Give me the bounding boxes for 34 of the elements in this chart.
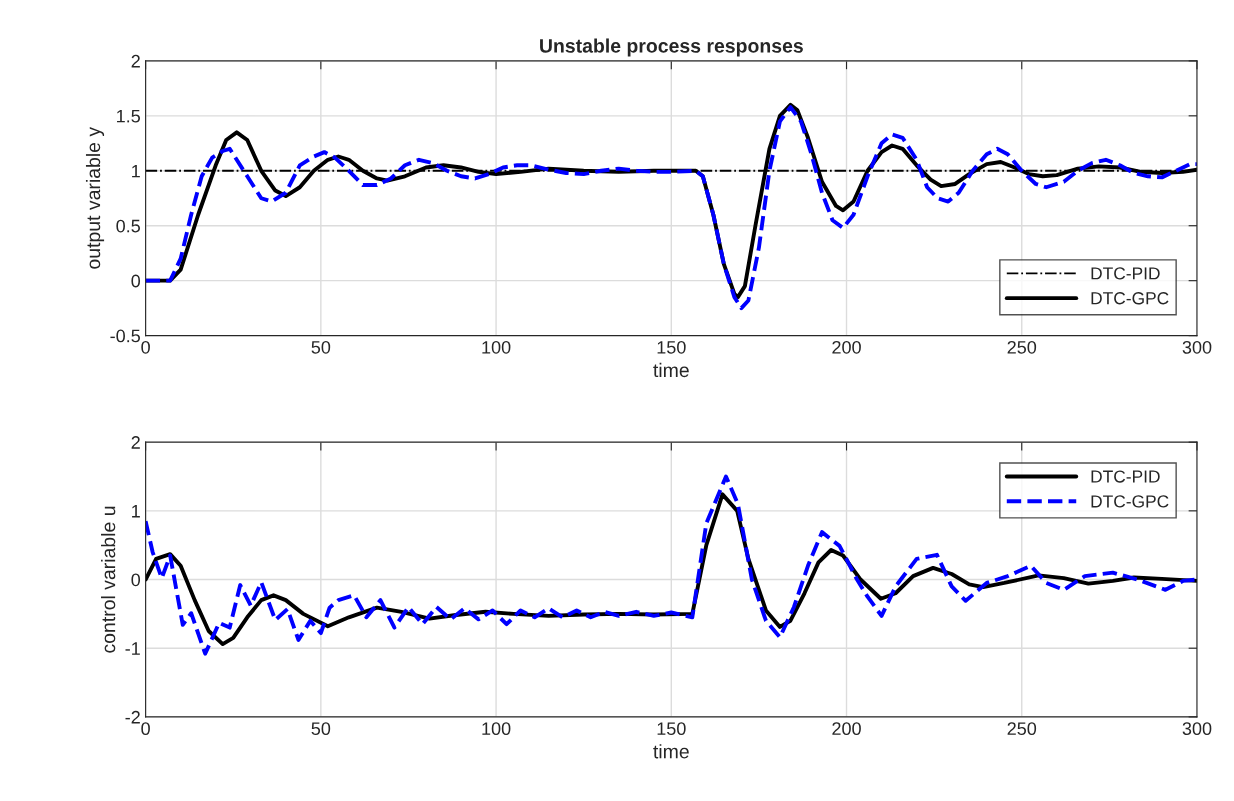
legend-label: DTC-PID <box>1091 470 1160 483</box>
x-tick-label: 300 <box>1182 340 1212 354</box>
y-axis-title: output variable y <box>85 126 105 269</box>
x-tick-label: 150 <box>657 722 686 736</box>
legend-label: DTC-GPC <box>1091 292 1169 305</box>
y-tick-label: 1 <box>132 504 140 518</box>
x-tick-label: 0 <box>141 722 150 736</box>
y-tick-label: 2 <box>131 54 140 68</box>
x-tick-label: 150 <box>657 340 686 354</box>
y-axis-title: control variable u <box>101 506 116 653</box>
y-tick-label: 0.5 <box>116 219 140 233</box>
y-tick-label: 1 <box>132 164 140 178</box>
y-tick-label: -2 <box>125 710 140 724</box>
x-tick-label: 250 <box>1007 340 1037 354</box>
x-tick-label: 50 <box>311 340 331 354</box>
y-tick-label: 0 <box>131 274 141 288</box>
y-tick-label: -1 <box>125 642 140 655</box>
y-tick-label: -0.5 <box>110 329 140 343</box>
x-tick-label: 300 <box>1182 722 1212 736</box>
x-tick-label: 0 <box>141 340 150 354</box>
y-tick-label: 2 <box>131 436 140 449</box>
x-tick-label: 200 <box>832 722 861 736</box>
x-tick-label: 100 <box>482 722 511 736</box>
legend-label: DTC-PID <box>1091 267 1160 280</box>
chart-title: Unstable process responses <box>540 38 803 57</box>
x-axis-title: time <box>653 362 689 378</box>
x-tick-label: 200 <box>832 340 861 354</box>
y-tick-label: 1.5 <box>117 109 140 123</box>
x-tick-label: 100 <box>482 340 511 354</box>
y-tick-label: 0 <box>131 573 141 587</box>
x-tick-label: 250 <box>1007 722 1037 736</box>
x-tick-label: 50 <box>311 722 331 736</box>
x-axis-title: time <box>653 744 689 759</box>
legend-label: DTC-GPC <box>1091 495 1169 508</box>
